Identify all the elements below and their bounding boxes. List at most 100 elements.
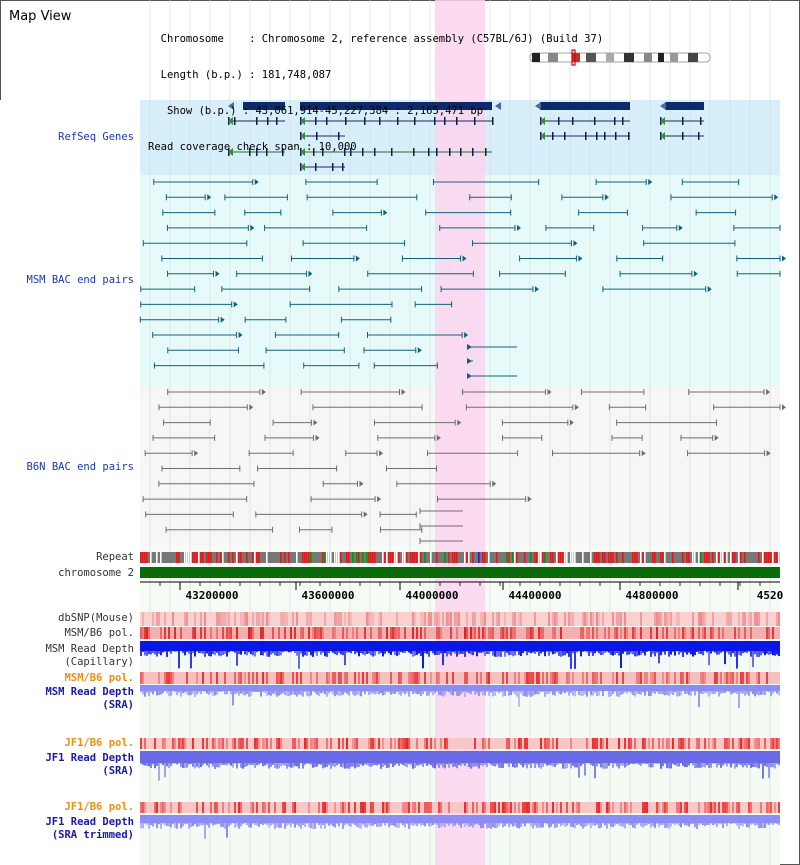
jf1-sra-depth-bar xyxy=(644,751,646,764)
gene-strand-arrow xyxy=(228,102,234,110)
jf1-trim-depth-bar xyxy=(274,815,276,829)
msm-capillary-depth-bar xyxy=(362,641,364,655)
pol-bin xyxy=(702,627,704,639)
jf1-sra-depth-bar xyxy=(704,751,706,768)
track-label-msm-bac[interactable]: MSM BAC end pairs xyxy=(26,274,134,286)
msm-capillary-depth-bar xyxy=(234,641,236,653)
msm-capillary-depth-bar xyxy=(148,641,150,655)
chromosome-ideogram[interactable] xyxy=(529,49,711,66)
dbsnp-bin xyxy=(246,612,248,626)
pol-bin xyxy=(356,738,358,749)
jf1-sra-depth-bar xyxy=(506,751,508,765)
msm-capillary-depth-bar xyxy=(538,641,540,657)
pol-bin xyxy=(144,802,146,813)
jf1-sra-depth-bar xyxy=(278,751,280,769)
repeat-element xyxy=(704,552,706,563)
pol-bin xyxy=(180,738,182,749)
pol-bin xyxy=(680,672,682,684)
jf1-trim-depth-bar xyxy=(190,815,192,827)
exon-mark xyxy=(379,117,381,125)
jf1-sra-depth-bar xyxy=(594,751,596,779)
jf1-sra-depth-bar xyxy=(246,751,248,767)
jf1-trim-depth-bar xyxy=(192,815,194,827)
jf1-trim-depth-bar xyxy=(356,815,358,827)
pol-bin xyxy=(760,802,762,813)
jf1-sra-depth-bar xyxy=(654,751,656,764)
jf1-trim-depth-bar xyxy=(186,815,188,824)
jf1-trim-depth-bar xyxy=(612,815,614,828)
msm-sra-depth-bar xyxy=(260,685,262,697)
track-label-b6n-bac[interactable]: B6N BAC end pairs xyxy=(26,461,134,473)
track-label-refseq[interactable]: RefSeq Genes xyxy=(58,131,134,143)
jf1-trim-depth-bar xyxy=(434,815,436,824)
jf1-trim-depth-bar xyxy=(720,815,722,825)
pol-bin xyxy=(202,738,204,749)
jf1-trim-depth-bar xyxy=(564,815,566,828)
jf1-sra-depth-bar xyxy=(670,751,672,769)
repeat-element xyxy=(706,552,708,563)
pol-bin xyxy=(438,672,440,684)
msm-capillary-depth-bar xyxy=(406,641,408,652)
msm-capillary-depth-bar xyxy=(190,641,192,669)
jf1-sra-depth-bar xyxy=(558,751,560,764)
pol-bin xyxy=(644,738,646,749)
jf1-trim-depth-bar xyxy=(584,815,586,827)
jf1-sra-depth-bar xyxy=(774,751,776,769)
pol-bin xyxy=(520,738,522,749)
pol-bin xyxy=(688,738,690,749)
msm-capillary-depth-bar xyxy=(304,641,306,656)
msm-sra-depth-bar xyxy=(572,685,574,696)
msm-capillary-depth-bar xyxy=(626,641,628,656)
jf1-trim-depth-bar xyxy=(360,815,362,829)
jf1-trim-depth-bar xyxy=(294,815,296,828)
pol-bin xyxy=(748,672,750,684)
jf1-sra-depth-bar xyxy=(660,751,662,769)
msm-capillary-depth-bar xyxy=(658,641,660,664)
dbsnp-bin xyxy=(620,612,622,626)
msm-sra-depth-bar xyxy=(336,685,338,695)
jf1-trim-depth-bar xyxy=(702,815,704,826)
jf1-sra-depth-bar xyxy=(516,751,518,768)
jf1-sra-depth-bar xyxy=(186,751,188,768)
exon-mark xyxy=(604,132,606,140)
repeat-element xyxy=(700,552,702,563)
jf1-sra-depth-bar xyxy=(156,751,158,766)
msm-capillary-depth-bar xyxy=(636,641,638,657)
jf1-trim-depth-bar xyxy=(194,815,196,825)
exon-mark xyxy=(362,148,364,156)
jf1-sra-depth-bar xyxy=(736,751,738,768)
pol-bin xyxy=(140,627,142,639)
msm-sra-depth-bar xyxy=(546,685,548,694)
jf1-sra-depth-bar xyxy=(584,751,586,776)
pol-bin xyxy=(630,738,632,749)
msm-sra-depth-bar xyxy=(342,685,344,695)
pol-bin xyxy=(416,627,418,639)
repeat-element xyxy=(688,552,690,563)
msm-sra-depth-bar xyxy=(552,685,554,695)
jf1-sra-depth-bar xyxy=(170,751,172,767)
jf1-sra-depth-bar xyxy=(298,751,300,769)
pol-bin xyxy=(566,802,568,813)
repeat-element xyxy=(198,552,200,563)
msm-capillary-depth-bar xyxy=(302,641,304,657)
msm-capillary-depth-bar xyxy=(488,641,490,655)
repeat-element xyxy=(326,552,328,563)
repeat-element xyxy=(160,552,162,563)
dbsnp-bin xyxy=(336,612,338,626)
repeat-element xyxy=(530,552,532,563)
pol-bin xyxy=(398,672,400,684)
repeat-element xyxy=(418,552,420,563)
dbsnp-bin xyxy=(664,612,666,626)
pol-bin xyxy=(546,672,548,684)
pol-bin xyxy=(346,672,348,684)
repeat-element xyxy=(550,552,552,563)
transcript-arrow xyxy=(660,132,665,140)
jf1-trim-depth-bar xyxy=(206,815,208,825)
msm-sra-depth-bar xyxy=(510,685,512,695)
msm-sra-depth-bar xyxy=(282,685,284,694)
jf1-sra-depth-bar xyxy=(712,751,714,764)
b6n-bac-pair-arrow xyxy=(457,419,462,426)
jf1-sra-depth-bar xyxy=(482,751,484,767)
exon-mark xyxy=(485,148,487,156)
